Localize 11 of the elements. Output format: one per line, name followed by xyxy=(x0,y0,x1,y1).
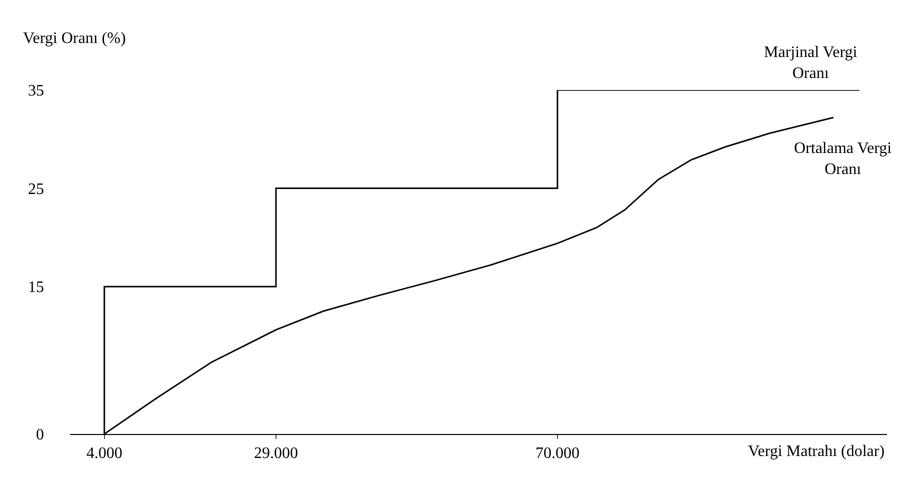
series-label: Ortalama Vergi Oranı xyxy=(794,140,892,178)
x-tick-label: 70.000 xyxy=(535,445,580,462)
y-tick-label: 15 xyxy=(28,279,44,296)
x-axis-title: Vergi Matrahı (dolar) xyxy=(748,443,885,460)
y-tick-label: 0 xyxy=(36,426,44,444)
x-tick-label: 29.000 xyxy=(254,445,298,462)
x-tick-label: 4.000 xyxy=(86,445,122,462)
y-axis-title: Vergi Oranı (%) xyxy=(23,30,126,47)
y-tick-label: 25 xyxy=(28,180,44,198)
y-tick-label: 35 xyxy=(28,82,44,100)
series-label: Marjinal Vergi Oranı xyxy=(764,44,858,82)
